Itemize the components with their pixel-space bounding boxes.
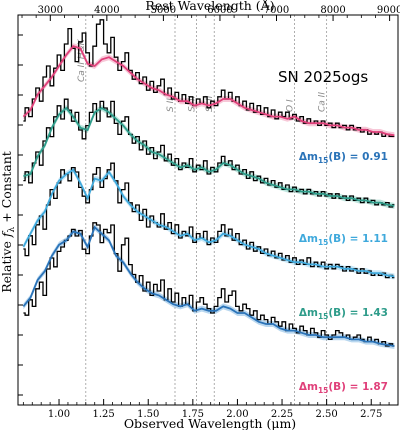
series-group: Δm15(B) = 1.87: [22, 19, 395, 395]
model-spectrum: [22, 168, 395, 278]
top-tick-label: 4000: [94, 5, 119, 16]
sn-annotation: SN 2025ogs: [278, 68, 368, 86]
series-group: Δm15(B) = 1.43: [23, 98, 395, 321]
model-spectrum: [22, 45, 395, 137]
observed-spectrum: [23, 162, 395, 279]
series-label: Δm15(B) = 0.91: [299, 151, 388, 165]
x-tick-label: 1.00: [48, 409, 70, 420]
top-tick-label: 7000: [264, 5, 289, 16]
x-tick-label: 1.75: [182, 409, 204, 420]
y-axis-title: Relative fλ + Constant: [0, 151, 17, 293]
x-tick-label: 1.50: [137, 409, 159, 420]
model-spectrum: [22, 225, 395, 347]
top-tick-label: 8000: [320, 5, 345, 16]
series-label: Δm15(B) = 1.43: [299, 307, 388, 321]
line-marker-label: S II: [166, 98, 176, 112]
top-tick-label: 6000: [207, 5, 232, 16]
axes-layer: 1.00 1.25 1.50 1.75 2.00 2.25 2.50 2.75 3000 4000…: [17, 5, 400, 420]
line-marker-label: Ca II: [318, 92, 328, 112]
line-marker-label: Ca II H&K: [77, 38, 87, 82]
x-tick-label: 2.25: [271, 409, 293, 420]
x-tick-label: 1.25: [93, 409, 115, 420]
top-tick-label: 3000: [38, 5, 63, 16]
series-layer: Δm15(B) = 0.91 Δm15(B) = 1.11 Δm15(B) = 1.…: [22, 19, 395, 395]
x-tick-label: 2.00: [226, 409, 248, 420]
observed-spectrum: [23, 222, 395, 347]
x-tick-label: 2.50: [316, 409, 338, 420]
series-label: Δm15(B) = 1.87: [299, 381, 388, 395]
top-axis-title: Rest Wavelength (Å): [145, 0, 274, 13]
series-group: Δm15(B) = 0.91: [22, 151, 395, 349]
series-group: Δm15(B) = 1.11: [22, 162, 395, 280]
line-marker-label: O I: [286, 99, 296, 112]
top-tick-label: 5000: [151, 5, 176, 16]
x-tick-label: 2.75: [360, 409, 382, 420]
plot-frame: [17, 14, 399, 406]
model-spectrum: [23, 106, 395, 207]
observed-spectrum: [23, 98, 395, 208]
top-tick-label: 9000: [377, 5, 400, 16]
series-label: Δm15(B) = 1.11: [299, 233, 388, 247]
x-axis-title: Observed Wavelength (μm): [124, 416, 296, 430]
